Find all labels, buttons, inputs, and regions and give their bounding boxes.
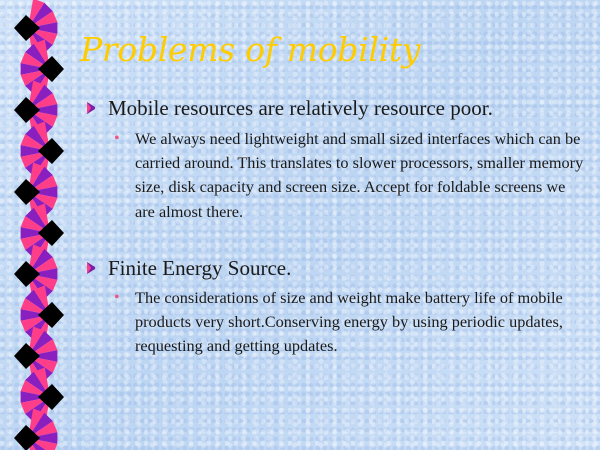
fan-wedge <box>28 166 53 192</box>
fan-diamond <box>38 384 64 410</box>
fan-wedge <box>28 104 58 116</box>
fan-wedge <box>33 367 50 397</box>
fan-wedge <box>20 145 50 157</box>
fan-wedge <box>28 80 45 110</box>
fan-diamond <box>14 261 40 287</box>
fan-wedge <box>28 274 53 300</box>
fan-diamond <box>14 15 40 41</box>
fan-wedge <box>33 285 50 315</box>
fan-diamond <box>38 302 64 328</box>
fan-diamond <box>14 179 40 205</box>
fan-wedge <box>25 43 50 69</box>
sub-bullet-dot: • <box>114 289 120 306</box>
fan-wedge <box>20 63 50 75</box>
fan-wedge <box>33 121 50 151</box>
fan-diamond <box>14 343 40 369</box>
fan-wedge <box>28 408 45 438</box>
fan-wedge <box>33 203 50 233</box>
fan-wedge <box>28 248 53 274</box>
fan-diamond <box>38 56 64 82</box>
fan-wedge <box>28 192 53 218</box>
fan-wedge <box>28 412 53 438</box>
fan-wedge <box>25 233 50 259</box>
fan-wedge <box>28 186 58 198</box>
fan-wedge <box>28 330 53 356</box>
fan-wedge <box>28 84 53 110</box>
sub-bullet-dot: • <box>114 130 120 147</box>
bullet-text: Finite Energy Source. <box>108 256 292 280</box>
fan-diamond <box>38 138 64 164</box>
fan-wedge <box>25 371 50 397</box>
fan-wedge <box>28 326 45 356</box>
fan-wedge <box>25 69 50 95</box>
fan-wedge <box>20 391 50 403</box>
fan-wedge <box>25 207 50 233</box>
slide-title: Problems of mobility <box>80 30 421 69</box>
fan-wedge <box>28 432 58 444</box>
fan-wedge <box>28 110 53 136</box>
fan-wedge <box>28 350 58 362</box>
sub-bullet-text: The considerations of size and weight ma… <box>135 288 563 356</box>
sub-bullet-text: We always need lightweight and small siz… <box>135 129 584 221</box>
wing-bullet-icon <box>87 262 95 274</box>
wing-bullet-icon <box>87 102 95 114</box>
fan-wedge <box>28 356 53 382</box>
fan-diamond <box>14 425 40 450</box>
fan-wedge <box>25 151 50 177</box>
fan-wedge <box>25 289 50 315</box>
fan-wedge <box>25 397 50 423</box>
fan-wedge <box>28 22 58 34</box>
fan-wedge <box>33 39 50 69</box>
fan-wedge <box>28 244 45 274</box>
fan-wedge <box>20 309 50 321</box>
bullet-text: Mobile resources are relatively resource… <box>108 96 493 120</box>
fan-diamond <box>38 220 64 246</box>
fan-wedge <box>25 315 50 341</box>
fan-wedge <box>20 227 50 239</box>
fan-diamond <box>14 97 40 123</box>
fan-border-decoration <box>14 0 64 450</box>
fan-wedge <box>28 28 53 54</box>
fan-wedge <box>28 2 53 29</box>
fan-wedge <box>28 268 58 280</box>
fan-wedge <box>25 125 50 151</box>
fan-wedge <box>28 162 45 192</box>
